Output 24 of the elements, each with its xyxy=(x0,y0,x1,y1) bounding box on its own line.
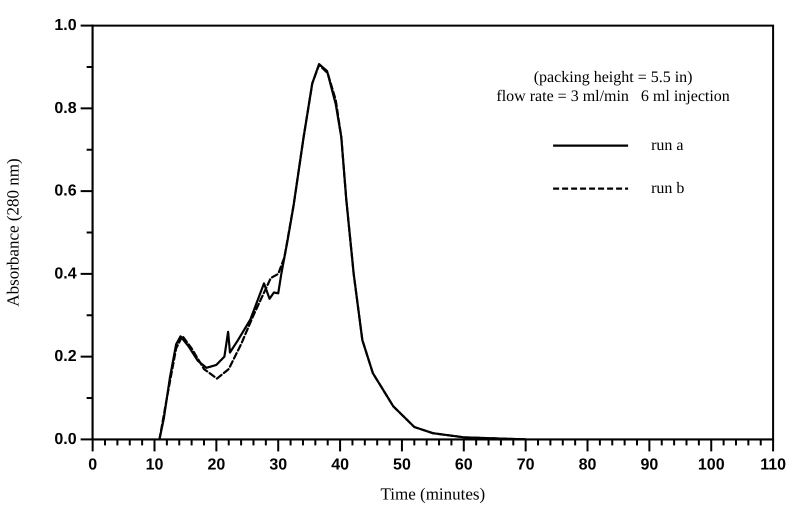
x-axis-title: Time (minutes) xyxy=(380,484,486,504)
y-tick-label: 1.0 xyxy=(54,17,77,34)
x-tick-label: 80 xyxy=(578,456,597,474)
x-tick-label: 30 xyxy=(269,456,288,474)
y-tick-label: 0.0 xyxy=(54,430,77,448)
x-tick-label: 70 xyxy=(516,456,535,474)
x-tick-label: 0 xyxy=(88,456,98,474)
x-tick-label: 60 xyxy=(454,456,473,474)
y-tick-label: 0.4 xyxy=(54,265,77,282)
x-tick-label: 90 xyxy=(640,456,658,474)
annotation: flow rate = 3 ml/min 6 ml injection xyxy=(496,88,730,105)
x-tick-label: 10 xyxy=(146,456,164,474)
x-tick-label: 40 xyxy=(331,456,350,474)
x-tick-label: 100 xyxy=(698,456,725,474)
legend-label: run b xyxy=(651,180,684,197)
legend-label: run a xyxy=(651,136,684,154)
y-tick-label: 0.6 xyxy=(54,182,77,200)
x-tick-label: 20 xyxy=(207,456,226,474)
y-tick-label: 0.8 xyxy=(54,100,77,117)
y-tick-label: 0.2 xyxy=(54,348,77,366)
x-tick-label: 110 xyxy=(760,456,786,474)
y-axis-title: Absorbance (280 nm) xyxy=(4,158,23,307)
annotation: (packing height = 5.5 in) xyxy=(534,68,692,86)
x-tick-label: 50 xyxy=(393,456,411,474)
